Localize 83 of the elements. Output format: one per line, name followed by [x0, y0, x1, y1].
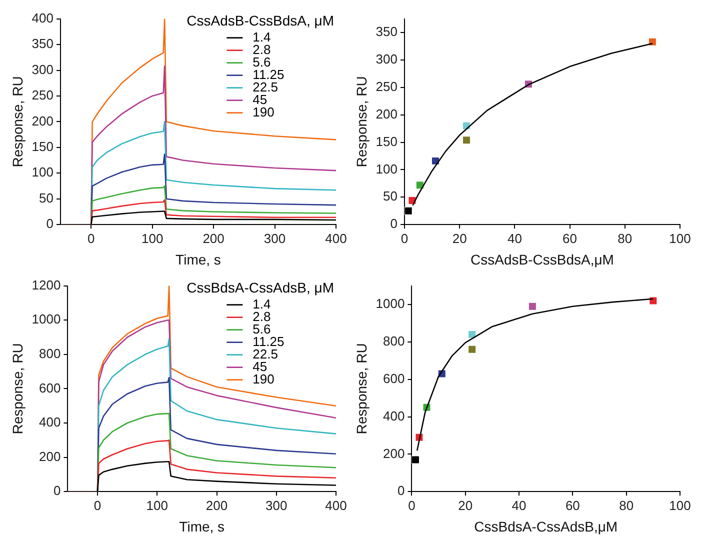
y-tick-label: 0 [53, 483, 61, 498]
legend-label: 1.4 [252, 29, 271, 44]
y-tick-label: 200 [376, 106, 398, 122]
y-tick-label: 800 [383, 334, 405, 349]
y-tick-label: 250 [32, 88, 54, 103]
y-tick-label: 100 [376, 161, 398, 176]
legend-label: 11.25 [252, 66, 284, 82]
y-tick-label: 50 [383, 188, 398, 204]
y-tick-label: 300 [376, 52, 398, 67]
y-tick-label: 150 [32, 139, 54, 154]
legend-label: 190 [252, 104, 274, 120]
point [648, 296, 658, 306]
x-tick-label: 400 [325, 230, 347, 246]
y-tick-label: 600 [383, 370, 405, 386]
x-axis-title: CssAdsB-CssBdsA,μM [470, 251, 614, 268]
y-axis-title: Response, RU [353, 76, 370, 168]
legend-label: 2.8 [252, 308, 271, 324]
y-tick-label: 1000 [376, 296, 405, 312]
y-axis-title: Response, RU [9, 343, 26, 434]
x-tick-label: 40 [507, 230, 522, 246]
y-tick-label: 0 [397, 483, 405, 498]
x-axis-title: CssBdsA-CssAdsB,μM [474, 518, 618, 534]
x-axis-title: Time, s [179, 518, 225, 534]
y-tick-label: 1000 [32, 312, 61, 327]
legend-label: 45 [252, 92, 268, 107]
y-tick-label: 800 [39, 346, 61, 361]
legend-label: 22.5 [252, 346, 278, 362]
y-tick-label: 350 [376, 24, 398, 40]
x-tick-label: 80 [619, 498, 634, 513]
y-tick-label: 0 [390, 216, 398, 232]
x-axis-title: Time, s [176, 251, 221, 268]
x-tick-label: 80 [618, 230, 632, 246]
x-tick-label: 100 [146, 498, 168, 513]
x-tick-label: 20 [452, 230, 467, 246]
x-tick-label: 300 [266, 498, 288, 513]
y-tick-label: 0 [46, 216, 54, 232]
x-tick-label: 0 [87, 230, 95, 246]
legend-label: 2.8 [252, 42, 271, 57]
legend-label: 190 [252, 371, 274, 386]
y-tick-label: 200 [383, 446, 405, 461]
x-tick-label: 0 [94, 498, 102, 513]
x-tick-label: 400 [325, 498, 347, 513]
legend-label: 1.4 [252, 296, 271, 312]
x-tick-label: 100 [669, 498, 691, 513]
x-tick-label: 200 [206, 498, 228, 513]
x-tick-label: 0 [408, 498, 416, 513]
legend-label: 11.25 [252, 334, 284, 349]
x-tick-label: 100 [669, 230, 691, 246]
y-tick-label: 250 [376, 78, 398, 94]
legend-label: 5.6 [252, 321, 271, 336]
y-axis-title: Response, RU [9, 76, 26, 168]
x-tick-label: 60 [562, 230, 578, 246]
y-tick-label: 400 [39, 414, 61, 430]
x-tick-label: 60 [565, 498, 580, 513]
point [462, 136, 471, 144]
x-tick-label: 200 [202, 230, 224, 246]
legend-label: 45 [252, 358, 268, 374]
point [648, 38, 657, 46]
x-tick-label: 40 [512, 498, 526, 513]
y-tick-label: 600 [39, 380, 61, 396]
y-tick-label: 150 [376, 134, 398, 149]
x-tick-label: 20 [458, 498, 473, 513]
y-axis-title: Response, RU [353, 343, 370, 434]
y-tick-label: 350 [32, 36, 54, 52]
y-tick-label: 1200 [32, 277, 61, 292]
point [412, 456, 420, 464]
legend-label: 5.6 [252, 54, 271, 70]
x-tick-label: 300 [264, 230, 286, 246]
y-tick-label: 100 [32, 164, 54, 180]
y-tick-label: 200 [39, 448, 61, 464]
point [468, 330, 476, 339]
y-tick-label: 300 [32, 62, 54, 77]
x-tick-label: 100 [141, 230, 164, 246]
legend-title: CssBdsA-CssAdsB, μM [186, 280, 334, 296]
legend-label: 22.5 [252, 79, 278, 94]
y-tick-label: 200 [32, 113, 54, 128]
y-tick-label: 400 [32, 10, 54, 26]
point [528, 302, 537, 311]
point [404, 206, 413, 216]
y-tick-label: 400 [383, 408, 405, 424]
y-tick-label: 50 [39, 190, 54, 206]
point [468, 345, 476, 354]
legend-title: CssAdsB-CssBdsA, μM [186, 12, 334, 29]
